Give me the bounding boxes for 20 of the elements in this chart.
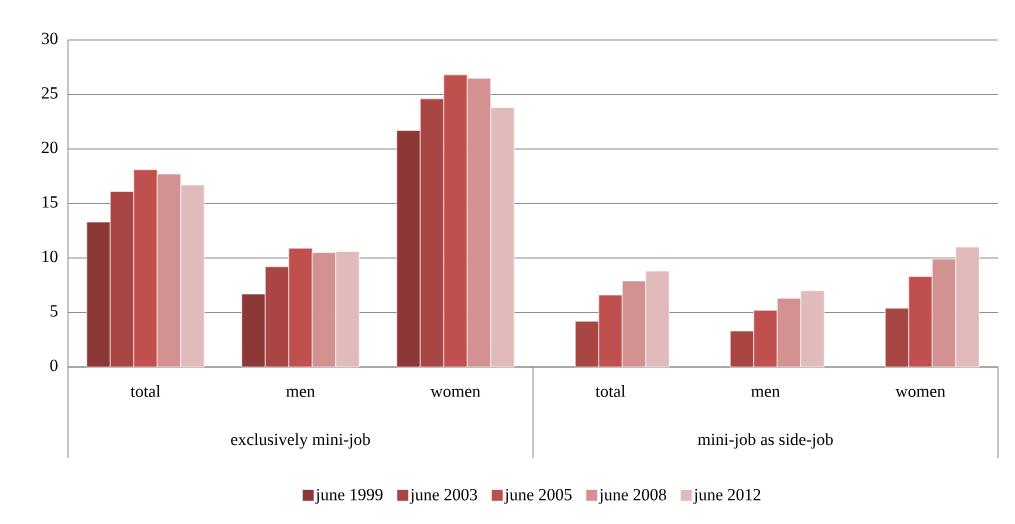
y-tick-label: 30 — [41, 32, 58, 45]
y-tick-label: 0 — [50, 359, 58, 372]
x-tick-label: women — [895, 388, 946, 398]
y-tick-label: 10 — [42, 250, 58, 263]
x-tick-label: women — [430, 388, 481, 398]
legend-label: june 1999 — [315, 488, 383, 504]
y-tick-label: 15 — [42, 196, 58, 208]
legend-label: june 2008 — [598, 488, 667, 504]
y-tick-label: 25 — [41, 87, 58, 99]
x-tick-label: men — [286, 388, 315, 398]
legend-label: june 2003 — [409, 488, 478, 504]
text: exclusively mini-job — [231, 433, 370, 449]
y-tick-label: 5 — [50, 305, 58, 317]
x-tick-label: total — [595, 385, 626, 398]
x-tick-label: men — [751, 388, 780, 398]
y-tick-label: 20 — [41, 141, 58, 154]
x-tick-label: total — [130, 385, 161, 398]
text: mini-job as side-job — [697, 433, 833, 449]
legend-label: june 2005 — [504, 488, 572, 504]
legend-label: june 2012 — [693, 488, 761, 504]
